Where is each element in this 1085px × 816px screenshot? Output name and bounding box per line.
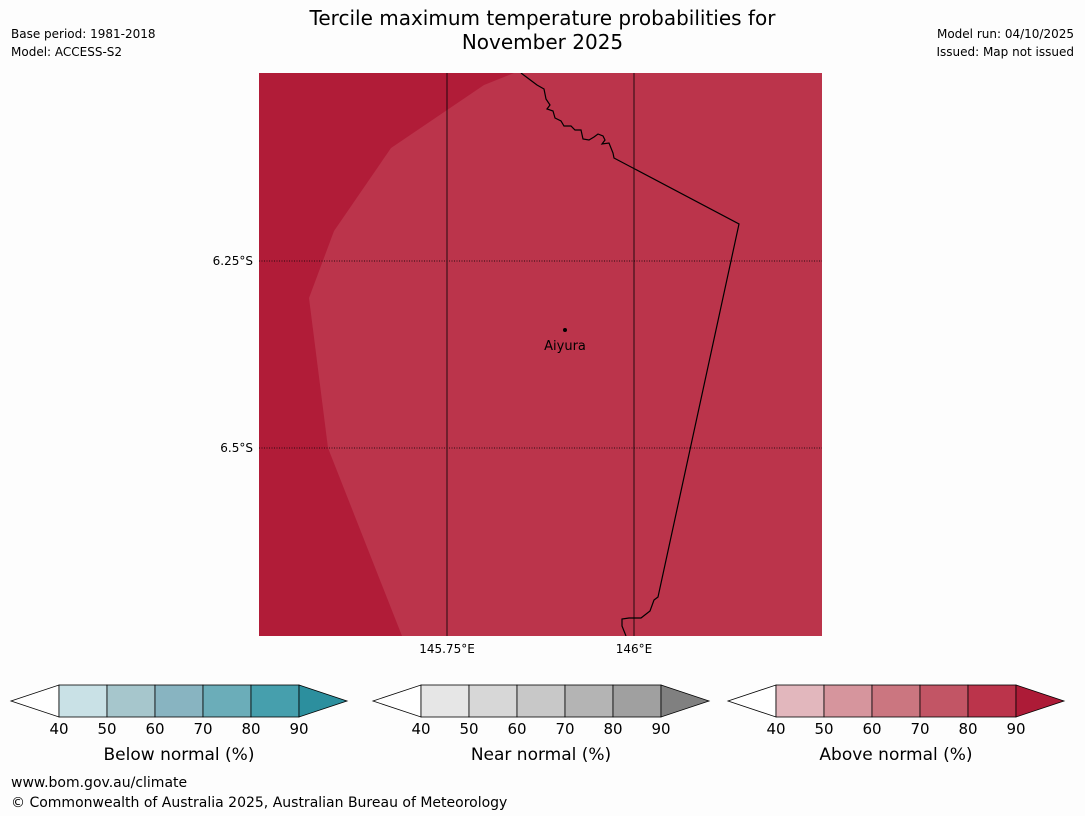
colorbar-segment — [420, 684, 470, 718]
colorbar-low-extend — [371, 684, 422, 718]
cbar-below-tick: 70 — [193, 720, 213, 738]
colorbar-high-extend — [660, 684, 711, 718]
colorbar-segment — [154, 684, 204, 718]
lon-label-146: 146°E — [615, 642, 653, 656]
lon-label-145-75: 145.75°E — [419, 642, 475, 656]
colorbar-segment — [106, 684, 156, 718]
title-line-2: November 2025 — [461, 30, 624, 54]
colorbar-segment — [516, 684, 566, 718]
colorbar-high-extend — [298, 684, 349, 718]
cbar-near-tick: 50 — [459, 720, 479, 738]
cbar-near-tick: 80 — [603, 720, 623, 738]
town-label: Aiyura — [544, 339, 586, 354]
map-title: Tercile maximum temperature probabilitie… — [0, 6, 1085, 54]
cbar-above-tick: 40 — [766, 720, 786, 738]
cbar-above-tick: 80 — [958, 720, 978, 738]
colorbars — [9, 684, 1066, 718]
cbar-above-tick: 60 — [862, 720, 882, 738]
colorbar-high-extend — [1015, 684, 1066, 718]
inner-probability-region — [309, 73, 822, 636]
cbar-near-tick: 60 — [507, 720, 527, 738]
cbar-near-tick: 70 — [555, 720, 575, 738]
footer-url: www.bom.gov.au/climate — [11, 775, 188, 791]
meta-left: Base period: 1981-2018 Model: ACCESS-S2 — [11, 25, 156, 61]
province-border — [520, 73, 740, 636]
cbar-below-tick: 40 — [49, 720, 69, 738]
lat-label-6-25: 6.25°S — [212, 254, 253, 268]
colorbar-segment — [468, 684, 518, 718]
colorbar-below-normal — [9, 684, 349, 718]
cbar-above-tick: 50 — [814, 720, 834, 738]
colorbar-segment — [919, 684, 969, 718]
colorbar-low-extend — [726, 684, 777, 718]
colorbar-segment — [775, 684, 825, 718]
cbar-above-label: Above normal (%) — [819, 745, 973, 765]
model-run: Model run: 04/10/2025 — [936, 27, 1074, 41]
colorbar-segment — [250, 684, 300, 718]
town-marker — [563, 328, 567, 332]
colorbar-near-normal — [371, 684, 711, 718]
title-line-1: Tercile maximum temperature probabilitie… — [309, 6, 776, 30]
colorbar-segment — [823, 684, 873, 718]
colorbar-segment — [58, 684, 108, 718]
issue-status: Issued: Map not issued — [936, 45, 1074, 59]
model-name: Model: ACCESS-S2 — [11, 45, 123, 59]
cbar-above-tick: 70 — [910, 720, 930, 738]
lat-label-6-5: 6.5°S — [220, 441, 253, 455]
cbar-below-tick: 50 — [97, 720, 117, 738]
cbar-below-tick: 90 — [289, 720, 309, 738]
colorbar-segment — [202, 684, 252, 718]
footer-copyright: © Commonwealth of Australia 2025, Austra… — [11, 795, 508, 811]
cbar-above-tick: 90 — [1006, 720, 1026, 738]
colorbar-low-extend — [9, 684, 60, 718]
probability-map: Aiyura — [259, 73, 822, 636]
meta-right: Model run: 04/10/2025 Issued: Map not is… — [936, 25, 1074, 61]
cbar-below-label: Below normal (%) — [103, 745, 255, 765]
cbar-near-label: Near normal (%) — [470, 745, 612, 765]
cbar-near-tick: 40 — [411, 720, 431, 738]
cbar-below-tick: 80 — [241, 720, 261, 738]
cbar-below-tick: 60 — [145, 720, 165, 738]
cbar-near-tick: 90 — [651, 720, 671, 738]
base-period: Base period: 1981-2018 — [11, 27, 156, 41]
colorbar-segment — [871, 684, 921, 718]
colorbar-segment — [612, 684, 662, 718]
colorbar-segment — [967, 684, 1017, 718]
colorbar-above-normal — [726, 684, 1066, 718]
colorbar-segment — [564, 684, 614, 718]
